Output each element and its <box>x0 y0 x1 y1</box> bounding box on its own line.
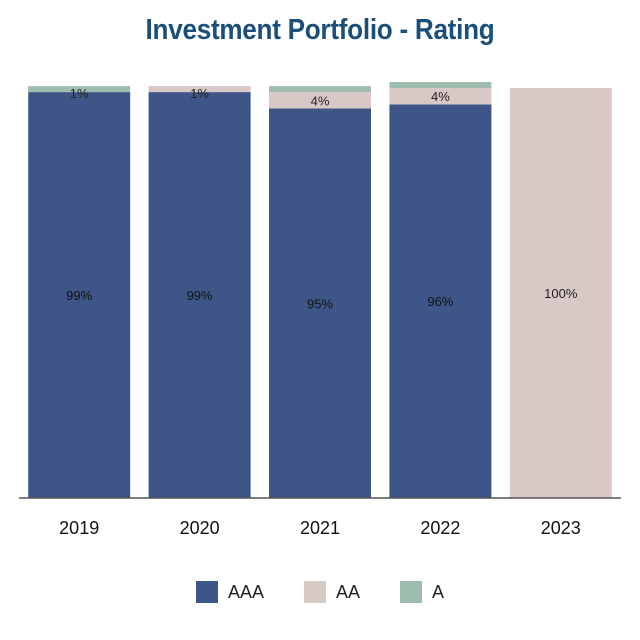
bar-aaa-2021 <box>269 108 371 498</box>
data-label-aa-2022: 4% <box>431 89 450 104</box>
data-label-a-2019: 1% <box>70 86 89 101</box>
x-tick-label-2020: 2020 <box>180 518 220 538</box>
legend-label-aa: AA <box>336 581 361 602</box>
legend-label-a: A <box>432 581 445 602</box>
chart-title: Investment Portfolio - Rating <box>145 14 495 46</box>
bar-aa-2021 <box>269 92 371 109</box>
data-label-aaa-2019: 99% <box>66 288 92 303</box>
data-label-aa-2023: 100% <box>544 286 578 301</box>
bar-aa-2023 <box>509 88 612 498</box>
legend-item-aa: AA <box>304 581 360 603</box>
data-label-aaa-2022: 96% <box>427 294 453 309</box>
legend-item-a: A <box>400 581 444 603</box>
legend-swatch-aaa <box>195 581 218 603</box>
x-tick-label-2019: 2019 <box>59 518 99 538</box>
x-tick-label-2023: 2023 <box>541 518 581 538</box>
legend-swatch-aa <box>304 581 326 603</box>
data-label-aaa-2021: 95% <box>307 296 333 311</box>
legend-swatch-a <box>400 581 423 603</box>
data-label-aaa-2020: 99% <box>187 288 213 303</box>
bar-a-2019 <box>28 86 131 93</box>
bar-aa-2022 <box>389 88 492 105</box>
data-label-aa-2020: 1% <box>190 86 209 101</box>
x-tick-label-2021: 2021 <box>300 518 340 538</box>
bar-aa-2020 <box>148 86 251 93</box>
bar-aaa-2022 <box>389 104 492 499</box>
x-tick-label-2022: 2022 <box>420 518 460 538</box>
data-label-aa-2021: 4% <box>311 93 330 108</box>
legend-label-aaa: AAA <box>227 581 264 602</box>
bar-aaa-2019 <box>28 92 131 498</box>
bar-a-2022 <box>389 82 492 88</box>
bar-a-2021 <box>269 86 371 93</box>
legend-item-aaa: AAA <box>195 581 264 603</box>
bar-aaa-2020 <box>148 92 251 498</box>
chart-legend: AAA AA A <box>0 581 640 603</box>
